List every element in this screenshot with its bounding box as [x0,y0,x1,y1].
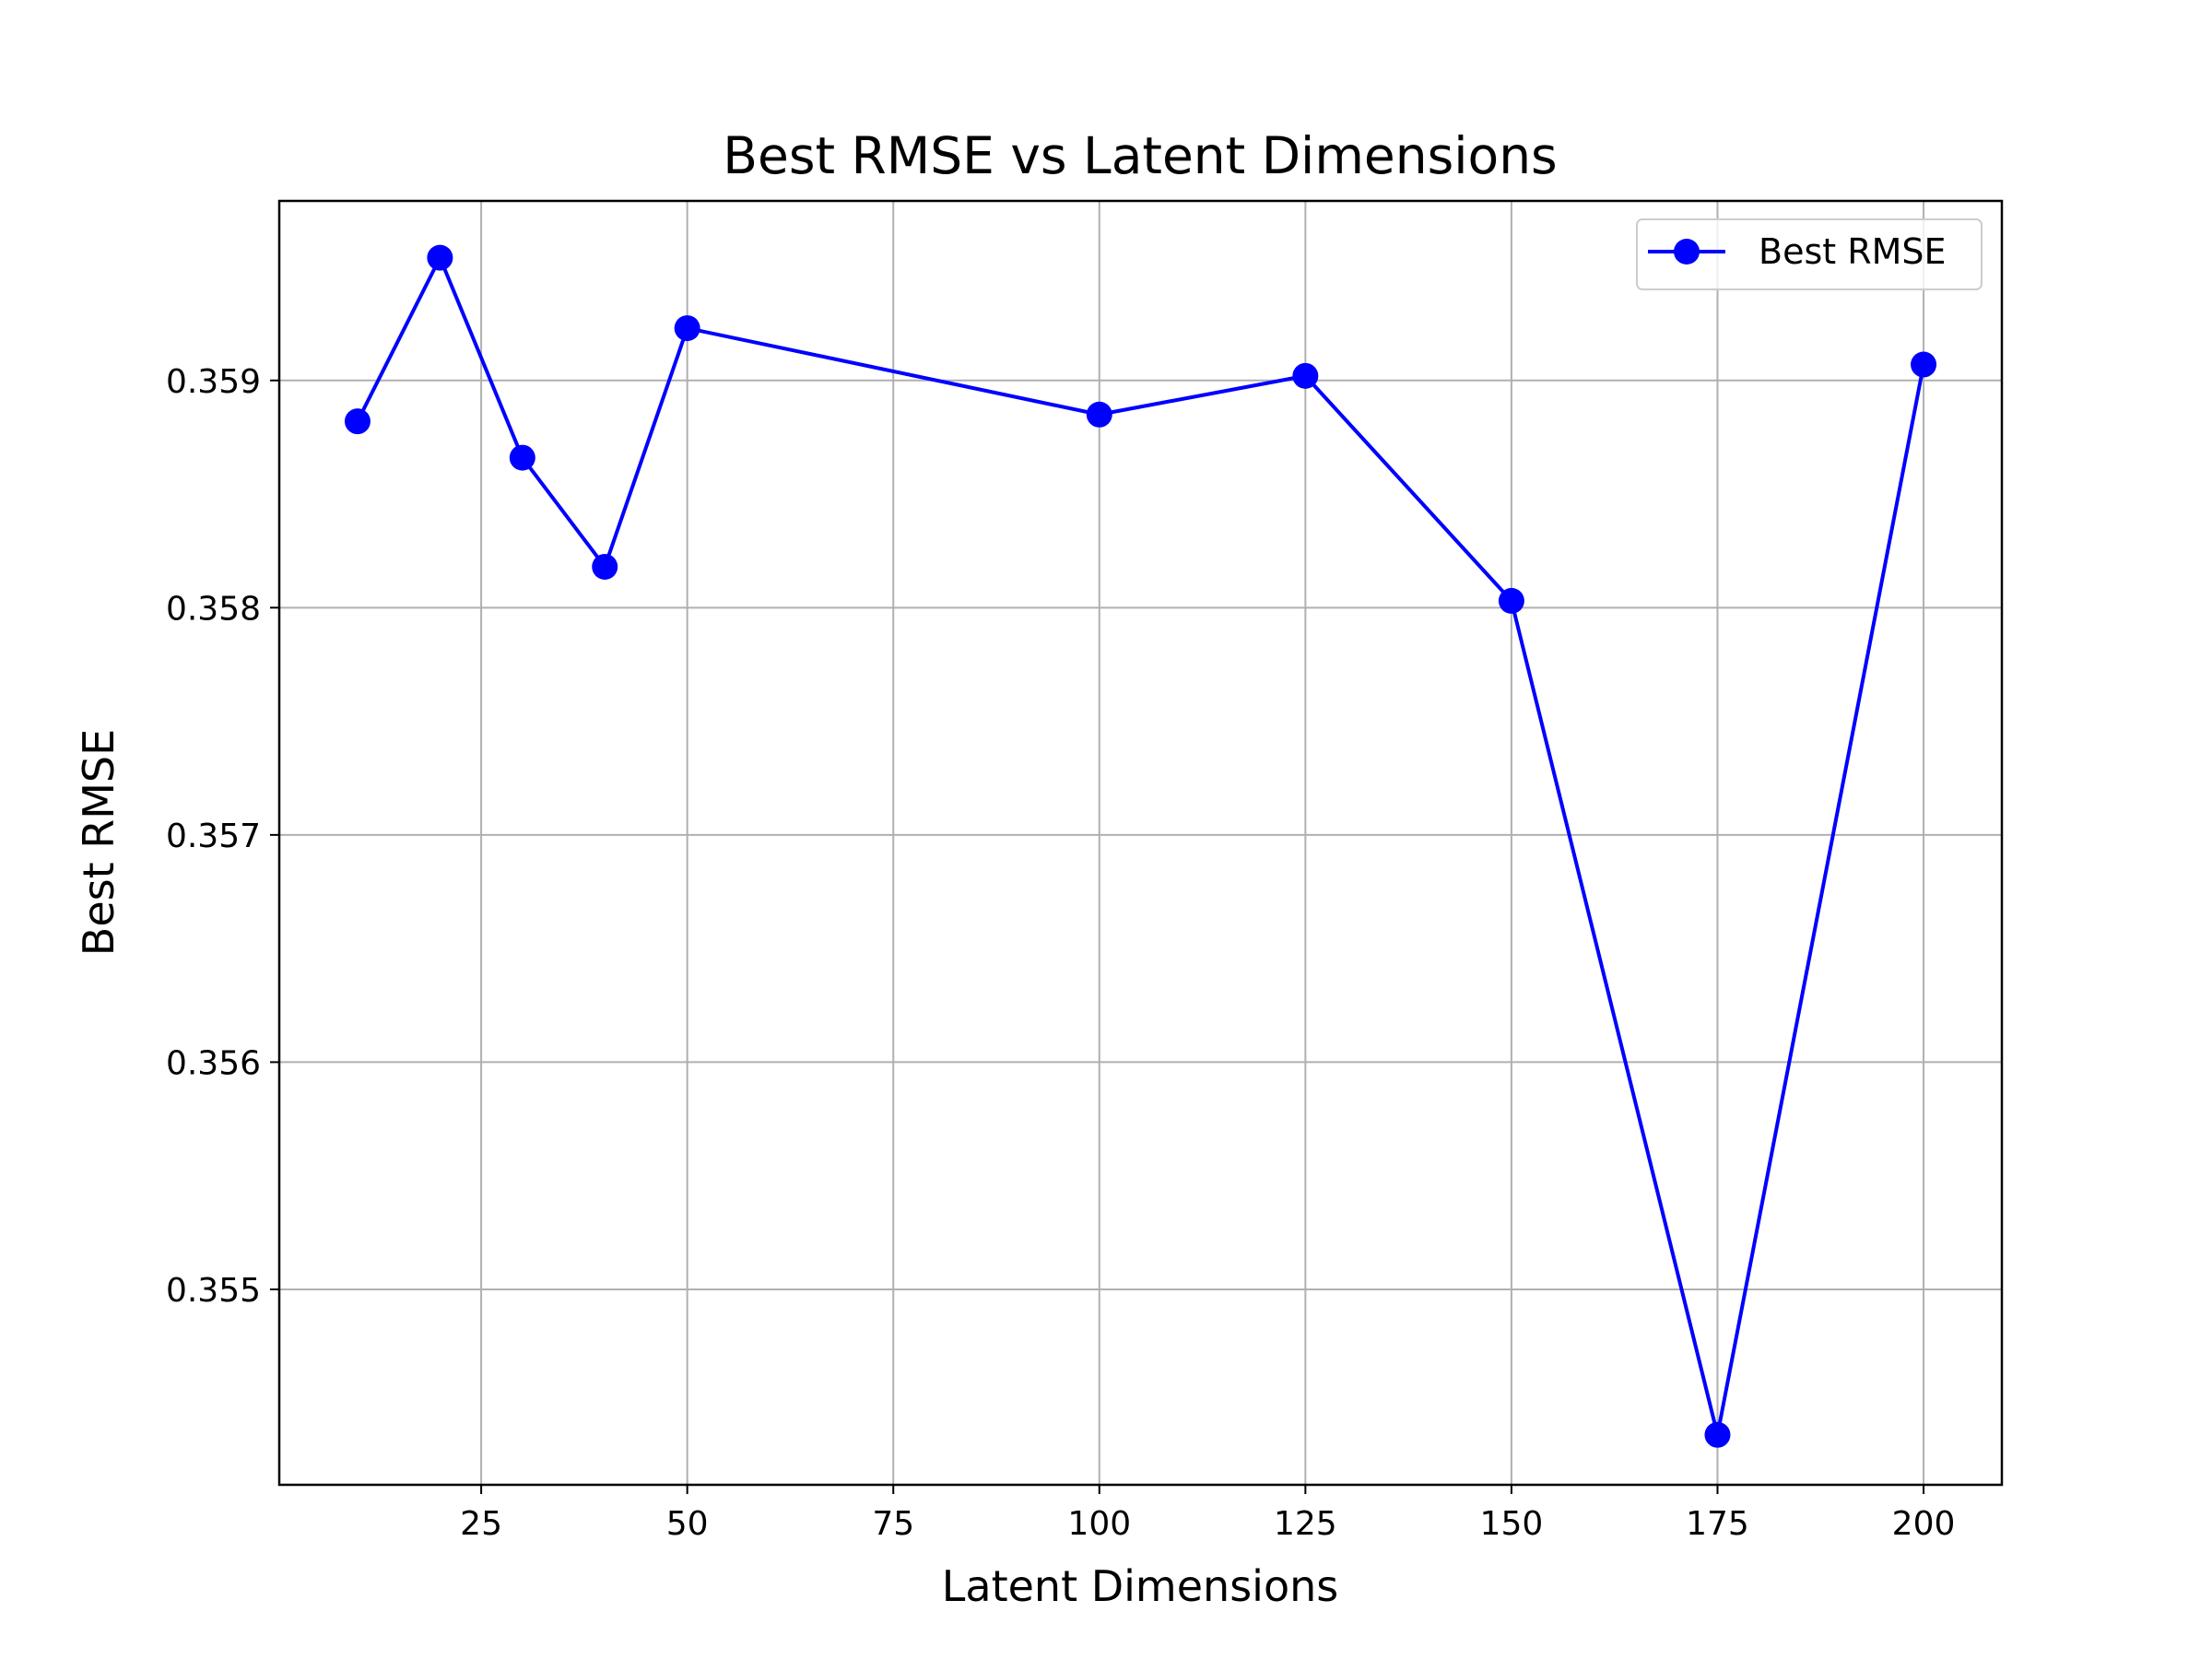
y-axis-ticks: 0.355 0.356 0.357 0.358 0.359 [166,363,279,1310]
grid [279,201,2002,1485]
y-tick-label: 0.355 [166,1272,261,1310]
data-point [1911,351,1937,378]
x-axis-ticks: 25 50 75 100 125 150 175 200 [460,1485,1955,1543]
series-layer [344,244,1937,1448]
legend-marker-swatch [1674,239,1700,265]
chart-title: Best RMSE vs Latent Dimensions [723,126,1557,185]
data-point [592,553,618,580]
y-tick-label: 0.356 [166,1044,261,1082]
legend: Best RMSE [1636,218,1983,290]
y-tick-label: 0.359 [166,363,261,401]
data-point [1086,401,1112,428]
data-point [1292,362,1319,389]
x-tick-label: 50 [666,1505,709,1543]
series-line [356,255,1926,1437]
x-tick-label: 100 [1067,1505,1131,1543]
x-tick-label: 75 [872,1505,914,1543]
data-point [1498,587,1524,614]
x-tick-label: 125 [1274,1505,1337,1543]
x-tick-label: 175 [1686,1505,1749,1543]
x-tick-label: 150 [1480,1505,1544,1543]
x-axis-title: Latent Dimensions [942,1561,1338,1611]
plot-frame [277,199,2004,1487]
data-point [344,408,371,435]
data-point [427,244,453,271]
legend-label: Best RMSE [1759,231,1947,272]
x-tick-label: 25 [460,1505,502,1543]
y-tick-label: 0.358 [166,590,261,628]
data-point [674,315,700,342]
y-axis-title: Best RMSE [74,729,124,956]
data-point [1704,1421,1731,1448]
legend-box [1636,218,1983,290]
x-tick-label: 200 [1892,1505,1956,1543]
data-point [509,444,535,471]
y-tick-label: 0.357 [166,818,261,855]
